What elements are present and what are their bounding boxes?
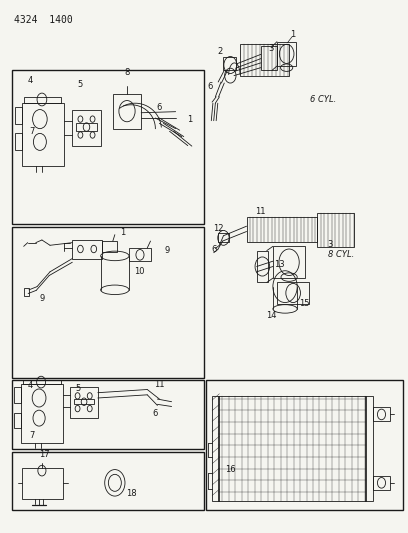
Bar (102, 241, 117, 252)
Bar (24, 97, 61, 103)
Bar (206, 381, 403, 511)
Text: 5: 5 (78, 80, 83, 89)
Bar (11, 452, 204, 511)
Bar (240, 44, 289, 76)
Text: 14: 14 (266, 311, 277, 320)
Bar (277, 282, 309, 304)
Text: 18: 18 (126, 489, 136, 498)
Text: 4324  1400: 4324 1400 (13, 14, 72, 25)
Text: 1: 1 (290, 30, 296, 39)
Bar (277, 42, 296, 66)
Bar (317, 214, 354, 247)
Bar (212, 397, 220, 501)
Text: 6: 6 (152, 409, 157, 418)
Text: 4: 4 (27, 76, 32, 85)
Bar (15, 108, 22, 124)
Bar (11, 70, 204, 224)
Text: 8: 8 (124, 68, 130, 77)
Bar (11, 227, 204, 378)
Bar (218, 397, 366, 501)
Text: 7: 7 (29, 431, 34, 440)
Text: 1: 1 (120, 228, 126, 237)
Text: 6: 6 (157, 103, 162, 112)
Text: 5: 5 (76, 384, 81, 393)
Bar (24, 288, 29, 296)
Text: 2: 2 (217, 47, 223, 56)
Text: 9: 9 (165, 246, 170, 255)
Bar (22, 103, 64, 166)
Bar (373, 407, 390, 421)
Bar (22, 468, 63, 499)
Bar (257, 251, 268, 282)
Bar (113, 94, 141, 128)
Bar (72, 240, 102, 259)
Text: 11: 11 (255, 207, 265, 216)
Bar (246, 216, 317, 242)
Bar (11, 381, 204, 449)
Bar (70, 387, 98, 418)
Text: 4: 4 (27, 381, 32, 390)
Text: 1: 1 (187, 115, 193, 124)
Text: 6 CYL.: 6 CYL. (310, 95, 337, 104)
Text: 6: 6 (211, 245, 216, 254)
Bar (15, 133, 22, 150)
Text: 7: 7 (29, 127, 34, 136)
Text: 15: 15 (299, 299, 310, 308)
Text: 3: 3 (268, 44, 273, 53)
Bar (129, 248, 151, 261)
Text: 10: 10 (134, 268, 144, 276)
Bar (21, 384, 63, 442)
Bar (224, 56, 236, 70)
Bar (72, 110, 101, 146)
Text: 9: 9 (39, 294, 44, 303)
Bar (365, 397, 373, 501)
Text: 11: 11 (154, 379, 165, 389)
Text: 8 CYL.: 8 CYL. (328, 251, 354, 260)
Text: 16: 16 (225, 465, 236, 473)
Bar (14, 413, 21, 428)
Text: 17: 17 (39, 450, 49, 459)
Text: 3: 3 (327, 240, 332, 249)
Bar (76, 123, 97, 131)
Bar (74, 399, 94, 405)
Text: 6: 6 (208, 82, 213, 91)
Bar (23, 380, 60, 384)
Text: 13: 13 (274, 261, 285, 269)
Bar (373, 476, 390, 490)
Bar (273, 246, 305, 278)
Bar (218, 232, 229, 242)
Bar (14, 387, 21, 403)
Text: 12: 12 (213, 224, 224, 233)
Bar (261, 46, 277, 70)
